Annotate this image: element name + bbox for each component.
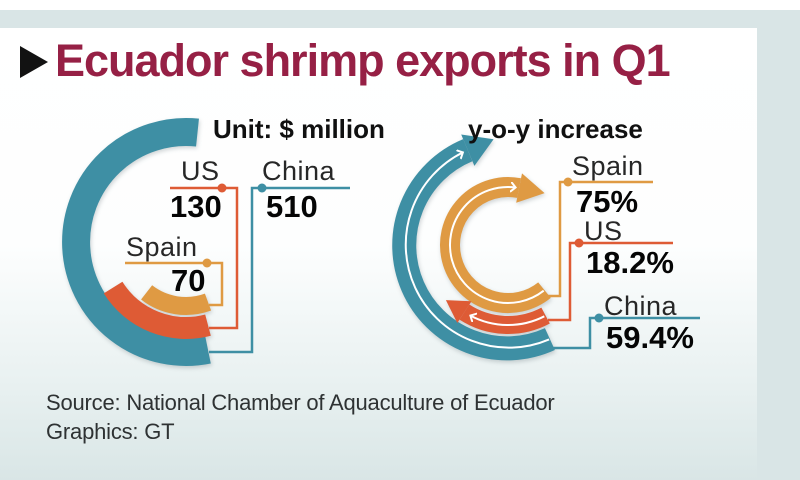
china-growth-label: China: [604, 291, 678, 321]
us-label: US: [181, 156, 220, 186]
us-growth-value: 18.2%: [586, 245, 674, 280]
title-row: Ecuador shrimp exports in Q1: [20, 35, 671, 86]
us-value: 130: [170, 189, 222, 224]
china-value: 510: [266, 189, 318, 224]
play-triangle-icon: [20, 45, 48, 78]
exports-unit-label: Unit: $ million: [213, 114, 385, 144]
top-strip: [0, 0, 800, 10]
spain-growth-label: Spain: [572, 151, 644, 181]
credit-line: Graphics: GT: [46, 419, 175, 444]
source-line: Source: National Chamber of Aquaculture …: [46, 390, 555, 415]
footer: Source: National Chamber of Aquaculture …: [46, 388, 555, 446]
spain-value: 70: [171, 263, 206, 298]
china-growth-value: 59.4%: [606, 320, 694, 355]
china-label: China: [262, 156, 336, 186]
growth-title-label: y-o-y increase: [468, 114, 643, 144]
spain-growth-value: 75%: [576, 184, 639, 219]
page-title: Ecuador shrimp exports in Q1: [55, 35, 671, 86]
spain-label: Spain: [126, 232, 198, 262]
us-growth-label: US: [584, 216, 623, 246]
